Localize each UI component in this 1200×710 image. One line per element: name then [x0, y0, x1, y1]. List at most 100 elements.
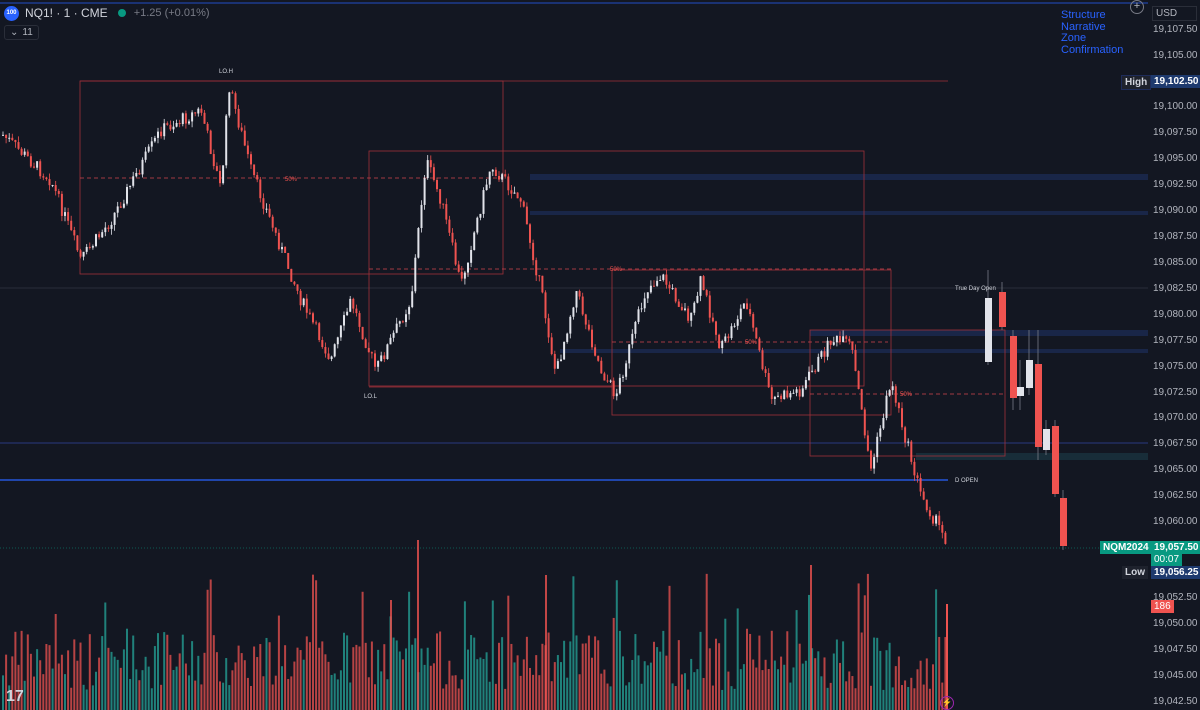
candle-body — [237, 108, 240, 128]
candle-body — [426, 160, 429, 179]
volume-bar — [315, 580, 318, 710]
volume-bar — [863, 595, 866, 710]
candle-body — [690, 312, 693, 321]
candle-body — [653, 285, 655, 287]
volume-bar — [48, 645, 51, 710]
volume-bar — [662, 630, 665, 710]
volume-bar — [23, 680, 26, 710]
candle-body — [119, 206, 122, 208]
volume-bar — [327, 661, 330, 710]
volume-bar — [411, 644, 414, 710]
volume-bar — [606, 683, 609, 710]
volume-bar — [429, 665, 432, 710]
volume-bar — [64, 674, 66, 710]
volume-bar — [293, 661, 296, 710]
volume-bar — [119, 667, 122, 710]
volume-bar — [811, 648, 814, 710]
volume-bar — [380, 671, 383, 710]
candle-body — [262, 198, 265, 209]
volume-bar — [116, 659, 119, 710]
volume-bar — [780, 656, 783, 710]
volume-bar — [76, 660, 79, 710]
currency-select[interactable]: USD — [1152, 6, 1197, 21]
volume-bar — [777, 669, 779, 710]
symbol-header[interactable]: 100 NQ1! · 1 · CME +1.25 (+0.01%) — [4, 4, 210, 22]
zone-band — [916, 453, 1148, 460]
fifty-label: 50% — [610, 267, 623, 273]
candle-body — [14, 140, 17, 143]
candle-body — [801, 388, 804, 397]
volume-bar — [646, 665, 649, 710]
volume-bar — [169, 654, 172, 710]
volume-bar — [70, 687, 73, 710]
candle-body — [863, 409, 866, 436]
candle-body — [318, 323, 321, 341]
volume-bar — [271, 684, 274, 710]
candle-body — [2, 134, 4, 136]
chart-canvas[interactable]: LO.H LO.L 50% 50% 50% 50% True Day Open D OPEN — [0, 0, 1148, 710]
symbol-title[interactable]: NQ1! · 1 · CME — [25, 6, 108, 20]
volume-bar — [736, 608, 739, 710]
indicators-toggle[interactable]: ⌄ 11 — [4, 25, 39, 40]
tradingview-logo-icon[interactable]: 17 — [6, 688, 24, 705]
candle-body — [445, 204, 448, 220]
volume-bar — [339, 670, 342, 710]
price-tick: 19,092.50 — [1153, 179, 1198, 190]
candle-body — [17, 142, 20, 149]
candle-body — [761, 350, 764, 370]
candle-body — [792, 392, 795, 394]
volume-bar — [835, 639, 838, 710]
candle-body — [389, 337, 392, 345]
candle-body — [246, 145, 249, 155]
bolt-icon[interactable]: ⚡ — [940, 696, 954, 710]
candle-body — [718, 334, 721, 349]
candle-body — [609, 380, 612, 382]
price-axis[interactable] — [1148, 0, 1200, 710]
candle-body — [11, 137, 14, 141]
volume-bar — [240, 653, 243, 710]
volume-bar — [814, 658, 817, 710]
candle-body — [129, 185, 132, 188]
volume-bar — [702, 677, 705, 710]
volume-bar — [634, 634, 637, 710]
candle-body — [724, 336, 727, 342]
volume-bar — [426, 647, 429, 710]
plus-circle-icon[interactable]: + — [1130, 0, 1144, 14]
volume-bar — [377, 649, 380, 710]
candle-body — [491, 169, 494, 172]
volume-bar — [256, 657, 259, 710]
volume-bar — [73, 639, 76, 710]
candle-body — [178, 122, 181, 125]
candle-body — [535, 260, 538, 276]
volume-bar — [659, 651, 662, 710]
volume-bar — [163, 632, 166, 710]
volume-bar — [51, 668, 54, 710]
volume-bar — [57, 663, 60, 710]
volume-bar — [715, 638, 717, 710]
candle-body — [265, 208, 268, 210]
volume-bar — [88, 634, 91, 710]
price-tick: 19,082.50 — [1153, 283, 1198, 294]
volume-bar — [420, 648, 423, 710]
candle-body — [398, 321, 401, 324]
structure-box — [809, 329, 1006, 457]
contract-label: NQM2024 — [1100, 541, 1152, 554]
candle-body — [163, 123, 166, 137]
volume-bar — [916, 669, 919, 710]
volume-bar — [423, 664, 426, 710]
candle-body — [925, 499, 928, 511]
candle-body — [392, 332, 395, 338]
candle-body — [581, 296, 584, 315]
volume-bar — [237, 645, 240, 710]
candle-body — [563, 341, 566, 360]
candle-body — [116, 206, 119, 213]
candle-body — [203, 112, 206, 124]
volume-bar — [451, 675, 454, 710]
volume-bar — [730, 686, 733, 710]
candle-body — [560, 359, 562, 362]
candle-body — [166, 123, 169, 125]
volume-bar — [277, 615, 280, 710]
volume-bar — [773, 660, 776, 710]
volume-bar — [928, 688, 931, 710]
candle-body — [284, 246, 287, 253]
